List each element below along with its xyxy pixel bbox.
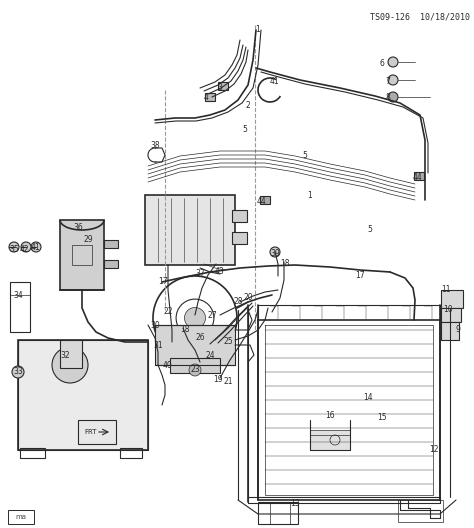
- Text: 26: 26: [195, 334, 205, 343]
- Bar: [260, 196, 270, 204]
- Text: 39: 39: [270, 249, 280, 258]
- Text: 44: 44: [413, 173, 423, 182]
- Text: 41: 41: [30, 243, 40, 252]
- Text: 30: 30: [150, 320, 160, 329]
- Circle shape: [21, 242, 31, 252]
- Bar: [18, 340, 148, 450]
- Circle shape: [9, 242, 19, 252]
- Text: 1: 1: [308, 191, 312, 200]
- Bar: [104, 260, 118, 268]
- Text: 36: 36: [73, 223, 83, 232]
- Text: 42: 42: [19, 244, 29, 253]
- Bar: [414, 172, 424, 180]
- Text: 6: 6: [380, 59, 384, 68]
- Text: 22: 22: [163, 307, 173, 316]
- Text: 11: 11: [441, 286, 451, 295]
- Bar: [10, 282, 30, 332]
- Text: 13: 13: [290, 499, 300, 508]
- Text: 15: 15: [377, 413, 387, 422]
- Text: 16: 16: [325, 410, 335, 420]
- Text: 3: 3: [218, 82, 222, 91]
- Text: 4: 4: [203, 92, 209, 101]
- Bar: [155, 325, 235, 365]
- Text: 43: 43: [215, 268, 225, 277]
- Circle shape: [270, 247, 280, 257]
- Text: 21: 21: [223, 378, 233, 386]
- Text: 35: 35: [9, 246, 19, 254]
- Text: 2: 2: [246, 100, 250, 109]
- Bar: [441, 322, 459, 340]
- Circle shape: [388, 75, 398, 85]
- Circle shape: [388, 92, 398, 102]
- Text: ma: ma: [16, 514, 27, 520]
- Text: 20: 20: [243, 294, 253, 303]
- Circle shape: [388, 57, 398, 67]
- Text: 17: 17: [158, 278, 168, 287]
- Text: 5: 5: [367, 225, 373, 234]
- Circle shape: [52, 347, 88, 383]
- Text: 28: 28: [233, 297, 243, 306]
- Bar: [232, 232, 247, 244]
- Circle shape: [12, 366, 24, 378]
- Text: 31: 31: [153, 341, 163, 350]
- Text: 33: 33: [13, 367, 23, 376]
- Bar: [20, 448, 45, 458]
- Bar: [18, 340, 148, 450]
- Text: TS09-126  10/18/2010: TS09-126 10/18/2010: [370, 12, 470, 21]
- Text: 32: 32: [60, 351, 70, 360]
- Bar: [205, 93, 215, 101]
- Text: 24: 24: [205, 351, 215, 360]
- Bar: [232, 210, 247, 222]
- Bar: [72, 245, 92, 265]
- Text: 10: 10: [443, 306, 453, 315]
- Text: 5: 5: [302, 150, 308, 159]
- Text: 23: 23: [190, 365, 200, 374]
- Text: 8: 8: [386, 93, 391, 102]
- Bar: [441, 308, 461, 322]
- Bar: [8, 510, 34, 524]
- Bar: [441, 290, 463, 308]
- Text: 14: 14: [363, 392, 373, 401]
- Bar: [218, 82, 228, 90]
- Bar: [78, 420, 116, 444]
- Bar: [258, 502, 298, 524]
- Text: FRT: FRT: [84, 429, 97, 435]
- Text: 9: 9: [456, 325, 460, 335]
- Bar: [60, 340, 82, 368]
- Text: 27: 27: [207, 310, 217, 319]
- Text: 29: 29: [83, 235, 93, 244]
- Bar: [104, 240, 118, 248]
- Text: 34: 34: [13, 290, 23, 299]
- Bar: [398, 500, 443, 522]
- Bar: [60, 220, 104, 290]
- Circle shape: [189, 364, 201, 376]
- Text: 25: 25: [223, 337, 233, 346]
- Text: 44: 44: [257, 197, 267, 206]
- Text: 17: 17: [355, 270, 365, 279]
- Text: 12: 12: [429, 446, 439, 455]
- Circle shape: [184, 307, 206, 328]
- Text: 40: 40: [163, 361, 173, 370]
- Text: 37: 37: [195, 269, 205, 278]
- Text: 38: 38: [150, 140, 160, 149]
- Bar: [120, 448, 142, 458]
- Text: 5: 5: [243, 126, 247, 135]
- Bar: [145, 195, 235, 265]
- Bar: [170, 358, 220, 373]
- Text: 18: 18: [180, 325, 190, 335]
- Text: 1: 1: [255, 25, 260, 34]
- Circle shape: [31, 242, 41, 252]
- Text: 18: 18: [280, 259, 290, 268]
- Bar: [310, 430, 350, 450]
- Text: 7: 7: [385, 78, 391, 87]
- Text: 19: 19: [213, 375, 223, 384]
- Text: 41: 41: [269, 78, 279, 87]
